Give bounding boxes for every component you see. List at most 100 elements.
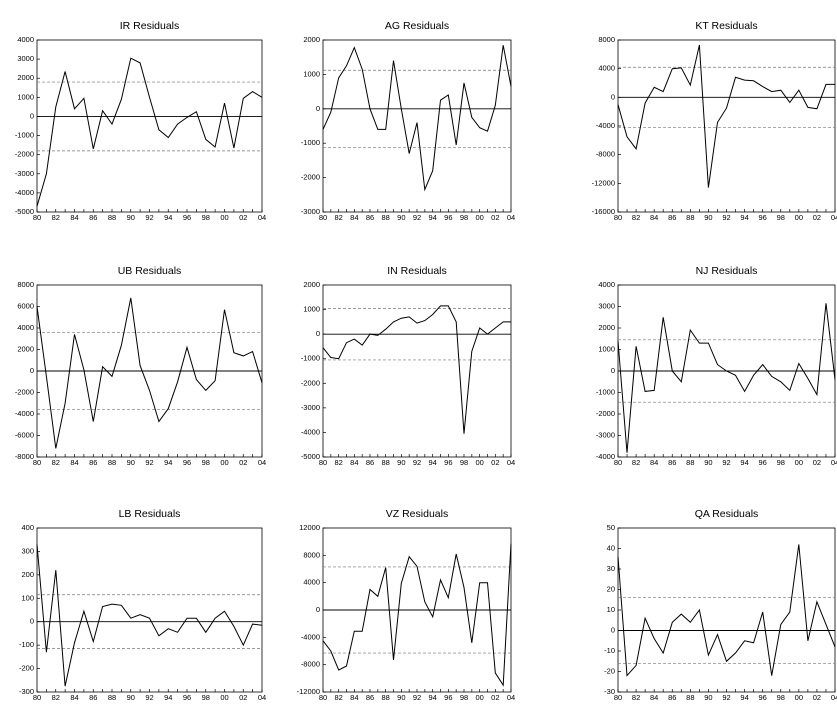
y-tick-label: 1000	[303, 69, 320, 78]
x-tick-label: 82	[52, 213, 60, 222]
x-tick-label: 86	[668, 458, 676, 467]
x-tick-label: 86	[89, 458, 97, 467]
y-tick-label: 0	[316, 605, 320, 614]
x-tick-label: 90	[127, 213, 135, 222]
residual-line	[618, 45, 835, 188]
x-tick-label: 88	[108, 693, 116, 702]
y-tick-label: -4000	[15, 409, 34, 418]
y-tick-label: 1000	[17, 92, 34, 101]
y-tick-label: 4000	[303, 578, 320, 587]
x-tick-label: 86	[89, 693, 97, 702]
x-tick-label: 94	[428, 458, 436, 467]
x-tick-label: 98	[460, 458, 468, 467]
x-tick-label: 02	[239, 213, 247, 222]
y-tick-label: -1000	[301, 354, 320, 363]
x-tick-label: 00	[795, 458, 803, 467]
x-tick-label: 80	[319, 213, 327, 222]
x-tick-label: 04	[507, 213, 515, 222]
y-tick-label: 2000	[303, 280, 320, 289]
x-tick-label: 82	[334, 693, 342, 702]
residual-line	[323, 45, 511, 189]
y-tick-label: -3000	[15, 169, 34, 178]
residual-line	[618, 303, 835, 452]
y-tick-label: -4000	[15, 188, 34, 197]
y-tick-label: 0	[30, 111, 34, 120]
x-tick-label: 00	[220, 458, 228, 467]
plot-frame	[618, 40, 835, 212]
x-tick-label: 04	[258, 458, 266, 467]
x-tick-label: 90	[397, 213, 405, 222]
y-tick-label: -4000	[301, 632, 320, 641]
y-tick-label: -12000	[297, 687, 320, 696]
chart-title: AG Residuals	[385, 20, 449, 32]
x-tick-label: 88	[108, 458, 116, 467]
y-tick-label: -8000	[301, 660, 320, 669]
chart-title: IN Residuals	[387, 265, 447, 277]
x-tick-label: 88	[381, 213, 389, 222]
chart-title: IR Residuals	[120, 20, 180, 32]
x-tick-label: 96	[183, 693, 191, 702]
y-tick-label: -2000	[15, 387, 34, 396]
x-tick-label: 04	[831, 458, 837, 467]
x-tick-label: 88	[686, 458, 694, 467]
x-tick-label: 98	[777, 458, 785, 467]
x-tick-label: 82	[52, 458, 60, 467]
residual-line	[323, 306, 511, 434]
x-tick-label: 00	[475, 693, 483, 702]
x-tick-label: 94	[428, 693, 436, 702]
x-tick-label: 02	[813, 458, 821, 467]
x-tick-label: 02	[813, 693, 821, 702]
x-tick-label: 88	[686, 213, 694, 222]
x-tick-label: 92	[413, 693, 421, 702]
residual-line	[37, 58, 262, 206]
x-tick-label: 00	[220, 693, 228, 702]
y-tick-label: 6000	[17, 301, 34, 310]
x-tick-label: 80	[614, 693, 622, 702]
chart-title: VZ Residuals	[386, 508, 448, 520]
x-tick-label: 92	[722, 693, 730, 702]
y-tick-label: -5000	[15, 207, 34, 216]
residual-line	[37, 544, 262, 686]
x-tick-label: 92	[722, 458, 730, 467]
x-tick-label: 88	[108, 213, 116, 222]
x-tick-label: 82	[632, 213, 640, 222]
y-tick-label: 3000	[17, 54, 34, 63]
x-tick-label: 04	[258, 213, 266, 222]
x-tick-label: 84	[350, 693, 358, 702]
y-tick-label: 4000	[17, 35, 34, 44]
y-tick-label: -2000	[301, 173, 320, 182]
x-tick-label: 90	[704, 693, 712, 702]
y-tick-label: 2000	[598, 323, 615, 332]
x-tick-label: 86	[668, 213, 676, 222]
y-tick-label: 1000	[598, 344, 615, 353]
x-tick-label: 94	[164, 213, 172, 222]
x-tick-label: 04	[507, 458, 515, 467]
x-tick-label: 84	[70, 458, 78, 467]
y-tick-label: 0	[316, 329, 320, 338]
x-tick-label: 02	[239, 693, 247, 702]
x-tick-label: 90	[704, 458, 712, 467]
x-tick-label: 96	[444, 693, 452, 702]
x-tick-label: 04	[507, 693, 515, 702]
y-tick-label: -10	[604, 646, 615, 655]
x-tick-label: 92	[722, 213, 730, 222]
y-tick-label: 10	[607, 605, 615, 614]
y-tick-label: -5000	[301, 452, 320, 461]
x-tick-label: 86	[366, 458, 374, 467]
y-tick-label: 300	[21, 546, 34, 555]
x-tick-label: 02	[491, 458, 499, 467]
y-tick-label: -8000	[15, 452, 34, 461]
x-tick-label: 92	[413, 213, 421, 222]
chart-title: LB Residuals	[119, 508, 181, 520]
x-tick-label: 00	[475, 213, 483, 222]
x-tick-label: 90	[127, 693, 135, 702]
x-tick-label: 88	[381, 693, 389, 702]
x-tick-label: 98	[202, 458, 210, 467]
x-tick-label: 04	[258, 693, 266, 702]
y-tick-label: 4000	[17, 323, 34, 332]
y-tick-label: -1000	[596, 387, 615, 396]
x-tick-label: 84	[350, 458, 358, 467]
x-tick-label: 96	[444, 458, 452, 467]
y-tick-label: 12000	[299, 523, 320, 532]
y-tick-label: 8000	[303, 550, 320, 559]
